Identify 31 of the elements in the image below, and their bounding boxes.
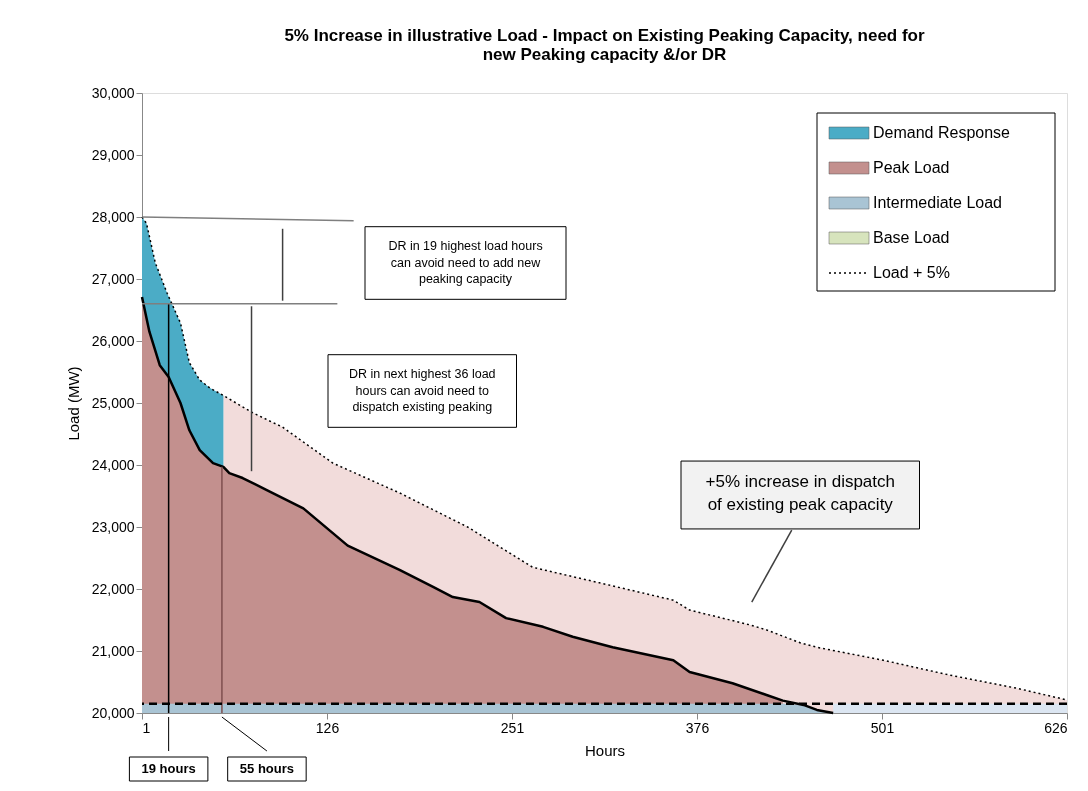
y-tick-label: 20,000	[91, 704, 135, 721]
annotation: +5% increase in dispatch of existing peak capacity	[705, 472, 895, 514]
y-tick-label: 21,000	[91, 642, 135, 659]
x-tick-label: 1	[142, 719, 151, 736]
legend-label: Peak Load	[873, 159, 950, 176]
annotation: 19 hours	[141, 761, 196, 776]
legend-label: Base Load	[873, 229, 950, 246]
x-axis-title: Hours	[584, 741, 626, 759]
y-tick-label: 26,000	[91, 332, 135, 349]
y-tick-label: 28,000	[91, 208, 135, 225]
x-tick-label: 501	[870, 719, 895, 736]
y-tick-label: 25,000	[91, 394, 135, 411]
y-axis-title: Load (MW)	[64, 366, 82, 441]
y-tick-label: 22,000	[91, 580, 135, 597]
y-tick-label: 24,000	[91, 456, 135, 473]
annotation: 55 hours	[239, 761, 295, 776]
line-series	[141, 216, 1068, 701]
x-tick-label: 626	[1044, 719, 1068, 736]
annotation: DR in next highest 36 load hours can avoid need to dispatch existing peaking	[348, 366, 496, 415]
legend-label: Demand Response	[873, 124, 1011, 141]
x-tick-label: 251	[500, 719, 525, 736]
chart-title: 5% Increase in illustrative Load - Impact on Existing Peaking Capacity, need for new Peaking capacity &/or DR	[284, 26, 925, 64]
x-tick-label: 376	[685, 719, 710, 736]
y-tick-label: 27,000	[91, 270, 135, 287]
legend-label: Intermediate Load	[873, 194, 1002, 211]
x-tick-label: 126	[315, 719, 340, 736]
y-tick-label: 30,000	[91, 84, 135, 101]
annotation: DR in 19 highest load hours can avoid need to add new peaking capacity	[388, 238, 543, 287]
y-tick-label: 23,000	[91, 518, 135, 535]
y-tick-label: 29,000	[91, 146, 135, 163]
legend-label: Load + 5%	[873, 264, 950, 281]
